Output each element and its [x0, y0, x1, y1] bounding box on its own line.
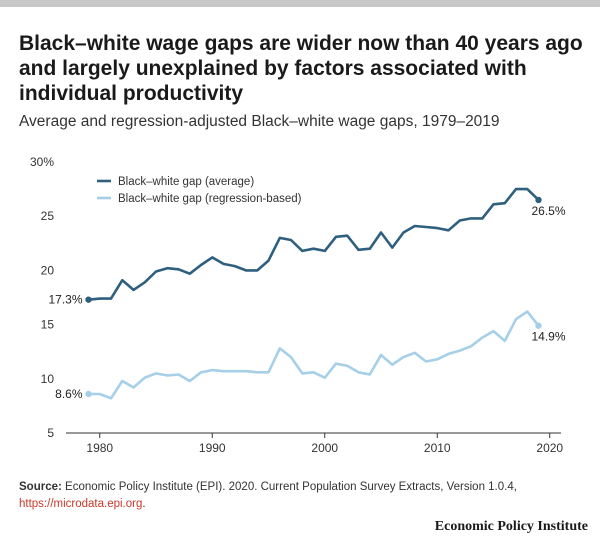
source-link[interactable]: https://microdata.epi.org — [19, 498, 143, 510]
x-tick-label: 1980 — [86, 441, 113, 455]
series-line-average — [87, 187, 540, 301]
x-tick-label: 2010 — [424, 441, 451, 455]
series-start-point — [85, 296, 92, 303]
source-note: Source: Economic Policy Institute (EPI).… — [19, 479, 579, 513]
end-labels: 17.3% 26.5% 8.6% 14.9% — [48, 204, 565, 401]
x-tick-label: 2000 — [311, 441, 338, 455]
series-end-point — [535, 322, 542, 329]
source-label: Source: — [19, 481, 62, 493]
series-start-point — [85, 390, 92, 398]
start-value-label: 8.6% — [55, 387, 83, 401]
y-tick-label: 30% — [30, 155, 54, 169]
source-end: . — [142, 498, 146, 510]
source-text: Economic Policy Institute (EPI). 2020. C… — [61, 481, 517, 493]
end-value-label: 26.5% — [531, 204, 565, 218]
chart-axes: 5 10 15 20 25 30% 1980 1990 2000 2010 2020 — [30, 155, 563, 455]
y-tick-label: 25 — [41, 209, 55, 223]
chart-subtitle: Average and regression-adjusted Black–wh… — [19, 113, 500, 130]
x-tick-label: 1990 — [199, 441, 226, 455]
line-chart: 5 10 15 20 25 30% 1980 1990 2000 2010 2020 Black–w… — [30, 155, 566, 455]
y-tick-label: 20 — [41, 263, 55, 277]
end-value-label: 14.9% — [531, 330, 565, 344]
legend-label: Black–white gap (regression-based) — [118, 193, 302, 205]
chart-title: Black–white wage gaps are wider now than… — [19, 32, 583, 105]
legend-label: Black–white gap (average) — [118, 176, 254, 188]
top-bar — [0, 0, 600, 7]
series-end-point — [535, 196, 542, 204]
x-tick-label: 2020 — [536, 441, 563, 455]
chart-series — [85, 187, 542, 400]
epi-logo-text: Economic Policy Institute — [434, 519, 588, 534]
series-line-regression — [87, 310, 540, 400]
chart-legend: Black–white gap (average) Black–white gap… — [97, 176, 302, 205]
y-tick-label: 15 — [41, 318, 55, 332]
y-tick-label: 10 — [41, 372, 55, 386]
y-tick-label: 5 — [47, 426, 54, 440]
start-value-label: 17.3% — [48, 293, 82, 307]
